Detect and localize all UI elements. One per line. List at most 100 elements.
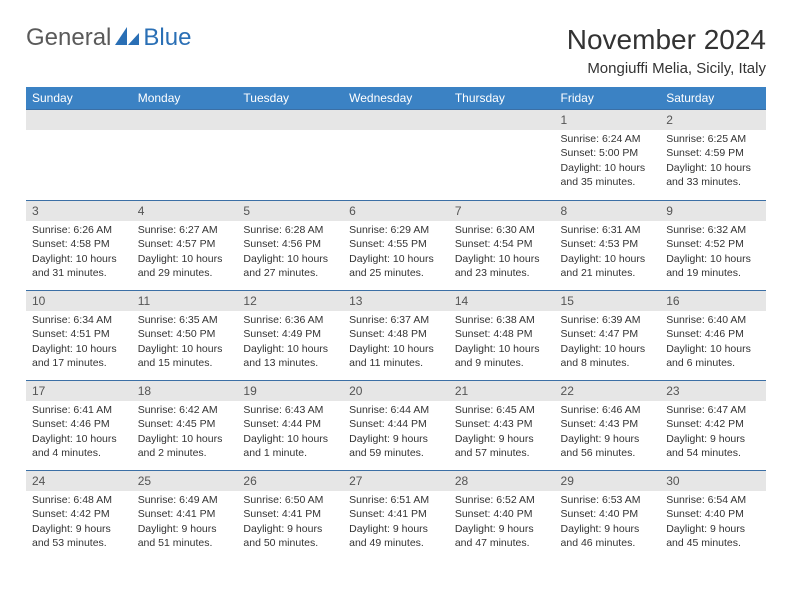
- daylight-line: Daylight: 10 hours and 8 minutes.: [561, 342, 655, 370]
- day-body: Sunrise: 6:39 AMSunset: 4:47 PMDaylight:…: [555, 311, 661, 374]
- sunset-line: Sunset: 4:53 PM: [561, 237, 655, 251]
- sunset-line: Sunset: 4:44 PM: [243, 417, 337, 431]
- location: Mongiuffi Melia, Sicily, Italy: [567, 60, 766, 77]
- day-number: 8: [555, 201, 661, 221]
- sunset-line: Sunset: 4:43 PM: [561, 417, 655, 431]
- sunset-line: Sunset: 4:42 PM: [666, 417, 760, 431]
- sunrise-line: Sunrise: 6:30 AM: [455, 223, 549, 237]
- sunrise-line: Sunrise: 6:34 AM: [32, 313, 126, 327]
- sunset-line: Sunset: 4:50 PM: [138, 327, 232, 341]
- sunrise-line: Sunrise: 6:49 AM: [138, 493, 232, 507]
- sunset-line: Sunset: 4:47 PM: [561, 327, 655, 341]
- sunrise-line: Sunrise: 6:31 AM: [561, 223, 655, 237]
- weekday-header: Tuesday: [237, 87, 343, 110]
- sunrise-line: Sunrise: 6:25 AM: [666, 132, 760, 146]
- day-body: Sunrise: 6:29 AMSunset: 4:55 PMDaylight:…: [343, 221, 449, 284]
- sunset-line: Sunset: 4:56 PM: [243, 237, 337, 251]
- calendar-cell: [449, 110, 555, 201]
- daylight-line: Daylight: 10 hours and 19 minutes.: [666, 252, 760, 280]
- calendar-cell: 19Sunrise: 6:43 AMSunset: 4:44 PMDayligh…: [237, 381, 343, 471]
- calendar-cell: 17Sunrise: 6:41 AMSunset: 4:46 PMDayligh…: [26, 381, 132, 471]
- empty-daynum-strip: [449, 110, 555, 130]
- sunrise-line: Sunrise: 6:32 AM: [666, 223, 760, 237]
- daylight-line: Daylight: 10 hours and 17 minutes.: [32, 342, 126, 370]
- weekday-header: Wednesday: [343, 87, 449, 110]
- day-body: Sunrise: 6:35 AMSunset: 4:50 PMDaylight:…: [132, 311, 238, 374]
- sunrise-line: Sunrise: 6:42 AM: [138, 403, 232, 417]
- weekday-header: Sunday: [26, 87, 132, 110]
- title-block: November 2024 Mongiuffi Melia, Sicily, I…: [567, 24, 766, 77]
- day-number: 7: [449, 201, 555, 221]
- day-body: Sunrise: 6:51 AMSunset: 4:41 PMDaylight:…: [343, 491, 449, 554]
- sunrise-line: Sunrise: 6:43 AM: [243, 403, 337, 417]
- sunrise-line: Sunrise: 6:38 AM: [455, 313, 549, 327]
- daylight-line: Daylight: 10 hours and 23 minutes.: [455, 252, 549, 280]
- sunrise-line: Sunrise: 6:28 AM: [243, 223, 337, 237]
- sunset-line: Sunset: 5:00 PM: [561, 146, 655, 160]
- daylight-line: Daylight: 10 hours and 11 minutes.: [349, 342, 443, 370]
- day-number: 25: [132, 471, 238, 491]
- day-body: Sunrise: 6:45 AMSunset: 4:43 PMDaylight:…: [449, 401, 555, 464]
- calendar-cell: 14Sunrise: 6:38 AMSunset: 4:48 PMDayligh…: [449, 291, 555, 381]
- daylight-line: Daylight: 9 hours and 53 minutes.: [32, 522, 126, 550]
- sunset-line: Sunset: 4:42 PM: [32, 507, 126, 521]
- weekday-header: Friday: [555, 87, 661, 110]
- calendar-cell: 21Sunrise: 6:45 AMSunset: 4:43 PMDayligh…: [449, 381, 555, 471]
- sunrise-line: Sunrise: 6:36 AM: [243, 313, 337, 327]
- day-number: 1: [555, 110, 661, 130]
- sunset-line: Sunset: 4:45 PM: [138, 417, 232, 431]
- sunrise-line: Sunrise: 6:37 AM: [349, 313, 443, 327]
- sunrise-line: Sunrise: 6:24 AM: [561, 132, 655, 146]
- calendar-cell: 12Sunrise: 6:36 AMSunset: 4:49 PMDayligh…: [237, 291, 343, 381]
- day-body: Sunrise: 6:32 AMSunset: 4:52 PMDaylight:…: [660, 221, 766, 284]
- calendar-cell: 3Sunrise: 6:26 AMSunset: 4:58 PMDaylight…: [26, 201, 132, 291]
- daylight-line: Daylight: 10 hours and 35 minutes.: [561, 161, 655, 189]
- calendar-cell: 9Sunrise: 6:32 AMSunset: 4:52 PMDaylight…: [660, 201, 766, 291]
- logo-sail-icon: [113, 25, 141, 52]
- day-body: Sunrise: 6:28 AMSunset: 4:56 PMDaylight:…: [237, 221, 343, 284]
- sunrise-line: Sunrise: 6:27 AM: [138, 223, 232, 237]
- weekday-header: Monday: [132, 87, 238, 110]
- day-number: 21: [449, 381, 555, 401]
- calendar-week-row: 3Sunrise: 6:26 AMSunset: 4:58 PMDaylight…: [26, 201, 766, 291]
- daylight-line: Daylight: 9 hours and 50 minutes.: [243, 522, 337, 550]
- calendar-week-row: 17Sunrise: 6:41 AMSunset: 4:46 PMDayligh…: [26, 381, 766, 471]
- daylight-line: Daylight: 9 hours and 49 minutes.: [349, 522, 443, 550]
- sunset-line: Sunset: 4:57 PM: [138, 237, 232, 251]
- day-body: Sunrise: 6:47 AMSunset: 4:42 PMDaylight:…: [660, 401, 766, 464]
- daylight-line: Daylight: 9 hours and 46 minutes.: [561, 522, 655, 550]
- month-title: November 2024: [567, 24, 766, 56]
- day-number: 6: [343, 201, 449, 221]
- daylight-line: Daylight: 10 hours and 6 minutes.: [666, 342, 760, 370]
- sunset-line: Sunset: 4:41 PM: [243, 507, 337, 521]
- sunrise-line: Sunrise: 6:52 AM: [455, 493, 549, 507]
- day-number: 15: [555, 291, 661, 311]
- day-body: Sunrise: 6:43 AMSunset: 4:44 PMDaylight:…: [237, 401, 343, 464]
- day-number: 4: [132, 201, 238, 221]
- sunrise-line: Sunrise: 6:46 AM: [561, 403, 655, 417]
- sunrise-line: Sunrise: 6:29 AM: [349, 223, 443, 237]
- calendar-cell: 26Sunrise: 6:50 AMSunset: 4:41 PMDayligh…: [237, 471, 343, 561]
- daylight-line: Daylight: 9 hours and 59 minutes.: [349, 432, 443, 460]
- logo-text-blue: Blue: [143, 24, 191, 52]
- day-number: 22: [555, 381, 661, 401]
- day-body: Sunrise: 6:53 AMSunset: 4:40 PMDaylight:…: [555, 491, 661, 554]
- day-number: 10: [26, 291, 132, 311]
- calendar-cell: 22Sunrise: 6:46 AMSunset: 4:43 PMDayligh…: [555, 381, 661, 471]
- sunrise-line: Sunrise: 6:40 AM: [666, 313, 760, 327]
- daylight-line: Daylight: 10 hours and 31 minutes.: [32, 252, 126, 280]
- day-body: Sunrise: 6:27 AMSunset: 4:57 PMDaylight:…: [132, 221, 238, 284]
- sunrise-line: Sunrise: 6:54 AM: [666, 493, 760, 507]
- sunrise-line: Sunrise: 6:26 AM: [32, 223, 126, 237]
- daylight-line: Daylight: 10 hours and 15 minutes.: [138, 342, 232, 370]
- daylight-line: Daylight: 10 hours and 4 minutes.: [32, 432, 126, 460]
- sunrise-line: Sunrise: 6:50 AM: [243, 493, 337, 507]
- daylight-line: Daylight: 9 hours and 47 minutes.: [455, 522, 549, 550]
- empty-daynum-strip: [26, 110, 132, 130]
- day-body: Sunrise: 6:48 AMSunset: 4:42 PMDaylight:…: [26, 491, 132, 554]
- day-body: Sunrise: 6:49 AMSunset: 4:41 PMDaylight:…: [132, 491, 238, 554]
- day-body: Sunrise: 6:31 AMSunset: 4:53 PMDaylight:…: [555, 221, 661, 284]
- daylight-line: Daylight: 10 hours and 25 minutes.: [349, 252, 443, 280]
- sunset-line: Sunset: 4:52 PM: [666, 237, 760, 251]
- day-body: Sunrise: 6:36 AMSunset: 4:49 PMDaylight:…: [237, 311, 343, 374]
